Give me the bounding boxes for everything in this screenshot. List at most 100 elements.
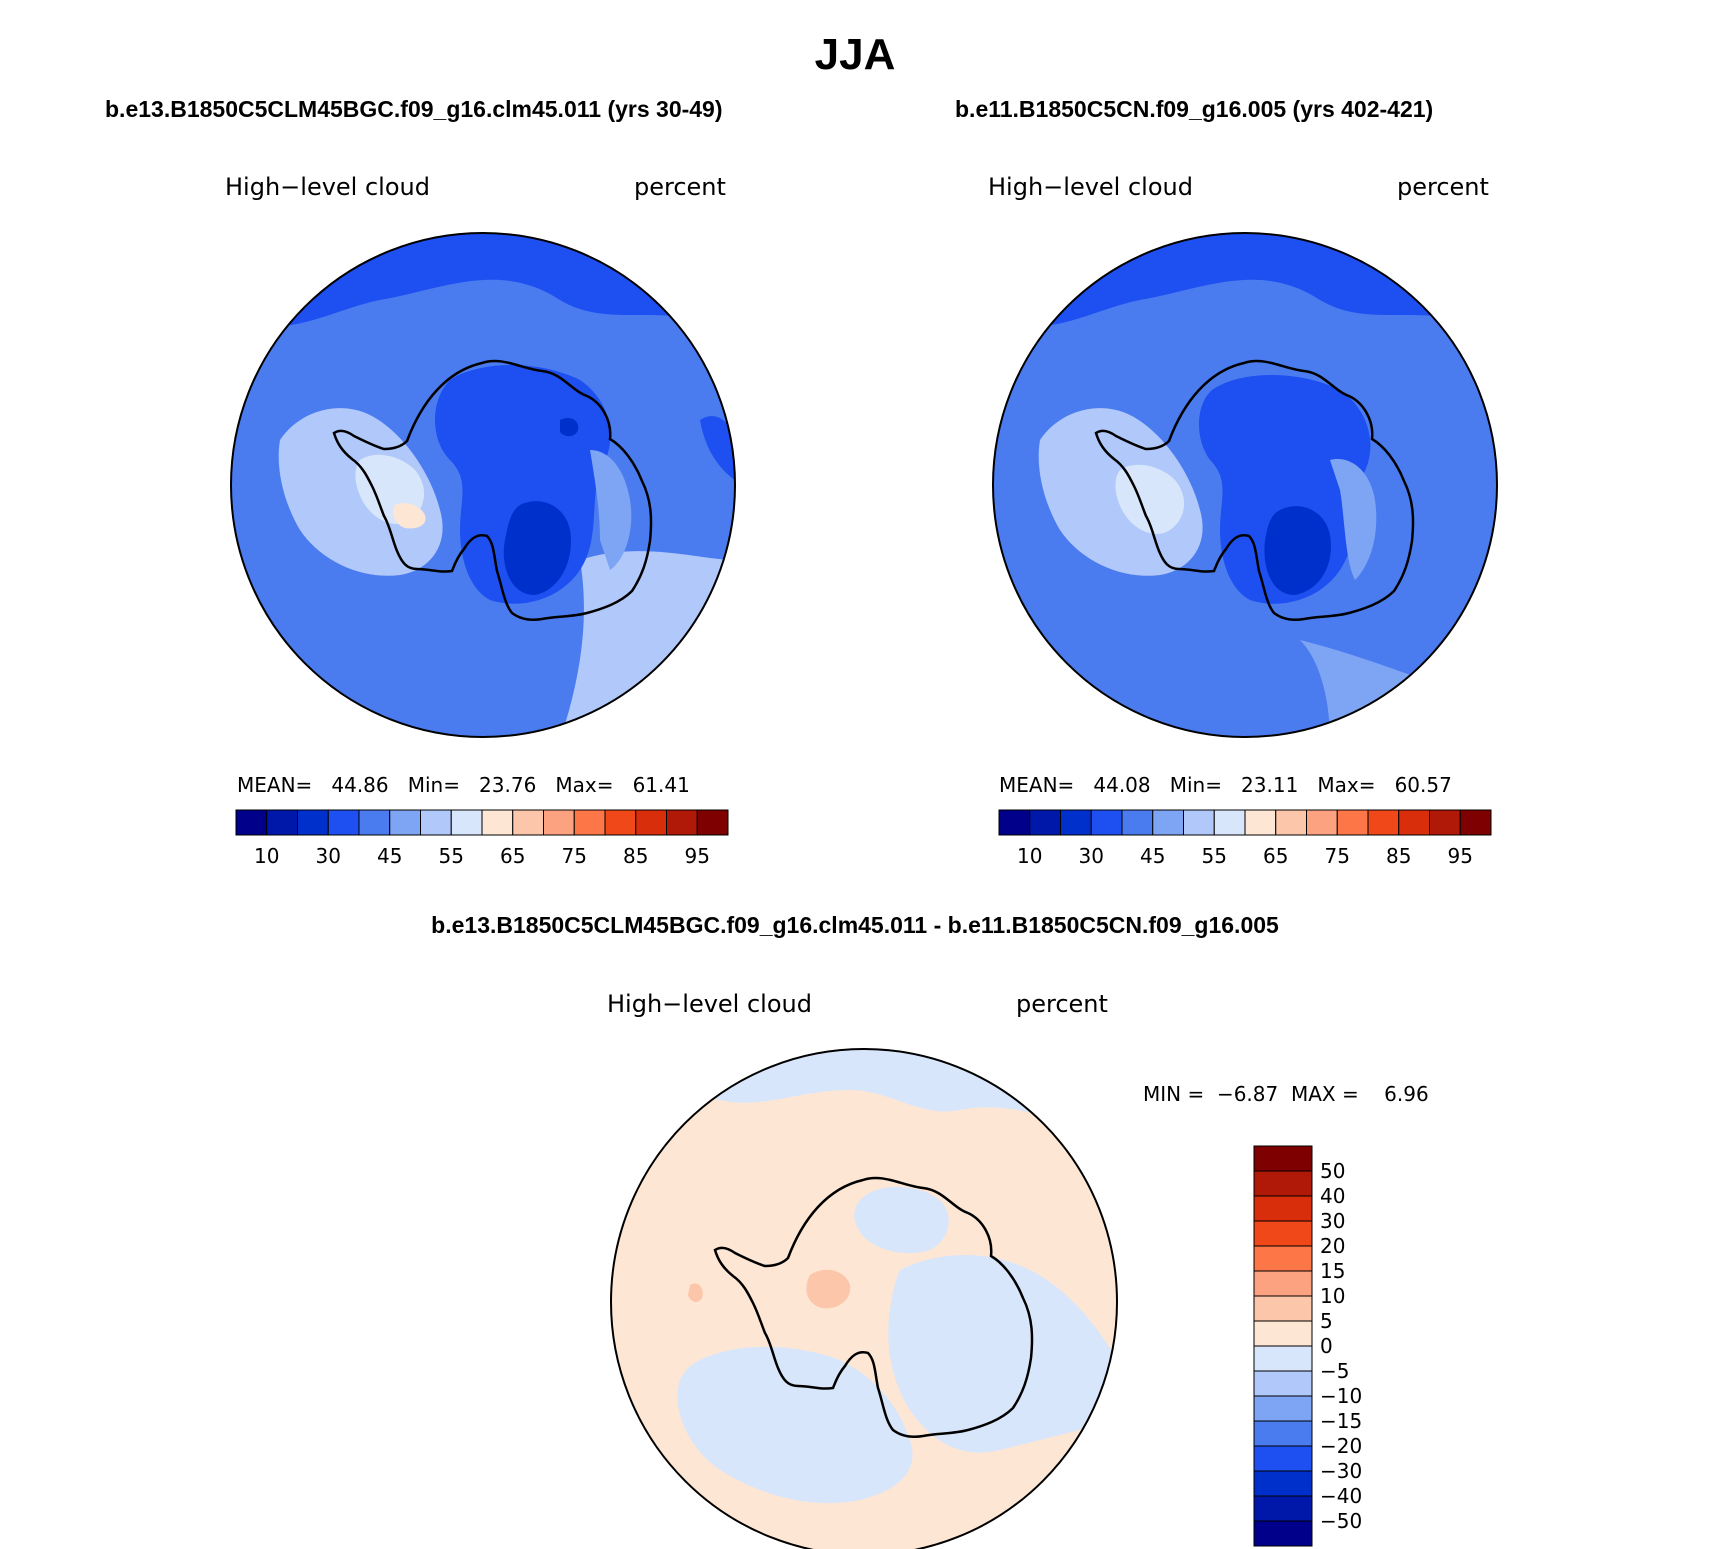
diff-max-label: MAX = bbox=[1290, 1082, 1359, 1106]
right-colorbar-swatch bbox=[1152, 809, 1184, 836]
left-stats: MEAN= 44.86 Min= 23.76 Max= 61.41 bbox=[237, 773, 690, 797]
diff-colorbar-tick-label: 5 bbox=[1320, 1309, 1333, 1333]
diff-colorbar-swatch bbox=[1253, 1445, 1313, 1472]
diff-colorbar-tick-label: 40 bbox=[1320, 1184, 1345, 1208]
left-colorbar-swatch bbox=[512, 809, 544, 836]
left-colorbar-tick-label: 85 bbox=[623, 844, 648, 868]
diff-colorbar-tick-label: −50 bbox=[1320, 1509, 1362, 1533]
left-colorbar-swatch bbox=[235, 809, 268, 836]
left-colorbar-swatch bbox=[266, 809, 298, 836]
diff-units-label: percent bbox=[1016, 990, 1108, 1018]
diff-colorbar-tick-label: −30 bbox=[1320, 1459, 1362, 1483]
left-colorbar-swatch bbox=[666, 809, 698, 836]
right-colorbar-tick-label: 30 bbox=[1079, 844, 1104, 868]
right-colorbar-swatch bbox=[1029, 809, 1061, 836]
right-colorbar-swatch bbox=[1367, 809, 1400, 836]
right-colorbar-swatch bbox=[1275, 809, 1307, 836]
diff-colorbar-swatch bbox=[1253, 1520, 1313, 1547]
right-colorbar-tick-label: 55 bbox=[1202, 844, 1227, 868]
left-colorbar-swatch bbox=[635, 809, 667, 836]
diff-colorbar-swatch bbox=[1253, 1345, 1313, 1372]
diff-colorbar-tick-label: 30 bbox=[1320, 1209, 1345, 1233]
right-mean-label: MEAN= bbox=[999, 773, 1075, 797]
diff-min-label: MIN = bbox=[1143, 1082, 1205, 1106]
right-panel-title: b.e11.B1850C5CN.f09_g16.005 (yrs 402-421… bbox=[955, 96, 1434, 122]
left-max-value: 61.41 bbox=[632, 773, 690, 797]
left-map bbox=[230, 232, 736, 738]
left-panel-title: b.e13.B1850C5CLM45BGC.f09_g16.clm45.011 … bbox=[105, 96, 723, 122]
right-min-label: Min= bbox=[1169, 773, 1222, 797]
diff-colorbar-swatch bbox=[1253, 1295, 1313, 1322]
right-colorbar-swatch bbox=[1459, 809, 1492, 836]
right-colorbar-swatch bbox=[1060, 809, 1092, 836]
diff-colorbar-tick-label: −15 bbox=[1320, 1409, 1362, 1433]
left-colorbar-swatch bbox=[327, 809, 360, 836]
diff-colorbar-tick-label: −20 bbox=[1320, 1434, 1362, 1458]
diff-colorbar-tick-label: −10 bbox=[1320, 1384, 1362, 1408]
left-colorbar-tick-label: 75 bbox=[562, 844, 587, 868]
diff-colorbar-swatch bbox=[1253, 1145, 1313, 1172]
diff-colorbar-swatch bbox=[1253, 1195, 1313, 1222]
left-colorbar-tick-label: 65 bbox=[500, 844, 525, 868]
right-map bbox=[992, 232, 1498, 738]
right-colorbar-swatch bbox=[1213, 809, 1246, 836]
left-colorbar-swatch bbox=[543, 809, 575, 836]
left-colorbar-tick-label: 30 bbox=[316, 844, 341, 868]
left-colorbar-swatch bbox=[420, 809, 452, 836]
right-units-label: percent bbox=[1397, 173, 1489, 201]
right-colorbar-tick-label: 65 bbox=[1263, 844, 1288, 868]
right-colorbar-tick-label: 75 bbox=[1325, 844, 1350, 868]
diff-colorbar-tick-label: 50 bbox=[1320, 1159, 1345, 1183]
right-colorbar-swatch bbox=[1306, 809, 1338, 836]
left-mean-value: 44.86 bbox=[331, 773, 389, 797]
left-colorbar-swatch bbox=[696, 809, 729, 836]
right-max-label: Max= bbox=[1317, 773, 1376, 797]
diff-colorbar-tick-label: 15 bbox=[1320, 1259, 1345, 1283]
right-colorbar-swatch bbox=[1398, 809, 1430, 836]
left-units-label: percent bbox=[634, 173, 726, 201]
right-colorbar-tick-label: 85 bbox=[1386, 844, 1411, 868]
diff-stats: MIN = −6.87 MAX = 6.96 bbox=[1143, 1082, 1429, 1106]
left-max-label: Max= bbox=[555, 773, 614, 797]
diff-colorbar-swatch bbox=[1253, 1320, 1313, 1347]
diff-colorbar-tick-label: 0 bbox=[1320, 1334, 1333, 1358]
left-colorbar-swatch bbox=[297, 809, 329, 836]
figure-title: JJA bbox=[814, 30, 896, 79]
right-colorbar-swatch bbox=[1244, 809, 1277, 836]
left-min-value: 23.76 bbox=[479, 773, 537, 797]
right-mean-value: 44.08 bbox=[1093, 773, 1151, 797]
left-colorbar-swatch bbox=[573, 809, 606, 836]
right-colorbar-swatch bbox=[1121, 809, 1154, 836]
diff-title: b.e13.B1850C5CLM45BGC.f09_g16.clm45.011 … bbox=[431, 912, 1279, 938]
left-colorbar-tick-label: 45 bbox=[377, 844, 402, 868]
right-colorbar-swatch bbox=[1090, 809, 1123, 836]
diff-colorbar-swatch bbox=[1253, 1420, 1313, 1447]
diff-map bbox=[610, 1048, 1118, 1549]
diff-colorbar-swatch bbox=[1253, 1170, 1313, 1197]
left-colorbar-tick-label: 10 bbox=[254, 844, 279, 868]
left-colorbar-swatch bbox=[604, 809, 637, 836]
left-colorbar: 10 30 45 55 65 75 85 95 bbox=[235, 809, 729, 868]
right-colorbar-swatch bbox=[1336, 809, 1369, 836]
right-colorbar-swatch bbox=[998, 809, 1031, 836]
left-colorbar-tick-label: 55 bbox=[439, 844, 464, 868]
left-colorbar-tick-label: 95 bbox=[685, 844, 710, 868]
left-colorbar-swatch bbox=[450, 809, 483, 836]
diff-max-value: 6.96 bbox=[1384, 1082, 1429, 1106]
diff-colorbar-tick-label: 20 bbox=[1320, 1234, 1345, 1258]
right-colorbar-swatch bbox=[1183, 809, 1215, 836]
diff-colorbar-swatch bbox=[1253, 1220, 1313, 1247]
diff-colorbar-swatch bbox=[1253, 1395, 1313, 1422]
left-variable-label: High−level cloud bbox=[225, 173, 430, 201]
right-max-value: 60.57 bbox=[1394, 773, 1452, 797]
diff-colorbar-swatch bbox=[1253, 1470, 1313, 1497]
diff-colorbar-swatch bbox=[1253, 1370, 1313, 1397]
right-colorbar-swatch bbox=[1429, 809, 1461, 836]
diff-min-value: −6.87 bbox=[1216, 1082, 1279, 1106]
diff-colorbar-tick-label: 10 bbox=[1320, 1284, 1345, 1308]
left-colorbar-swatch bbox=[389, 809, 421, 836]
right-colorbar-tick-label: 45 bbox=[1140, 844, 1165, 868]
left-colorbar-swatch bbox=[481, 809, 514, 836]
right-colorbar-tick-label: 10 bbox=[1017, 844, 1042, 868]
